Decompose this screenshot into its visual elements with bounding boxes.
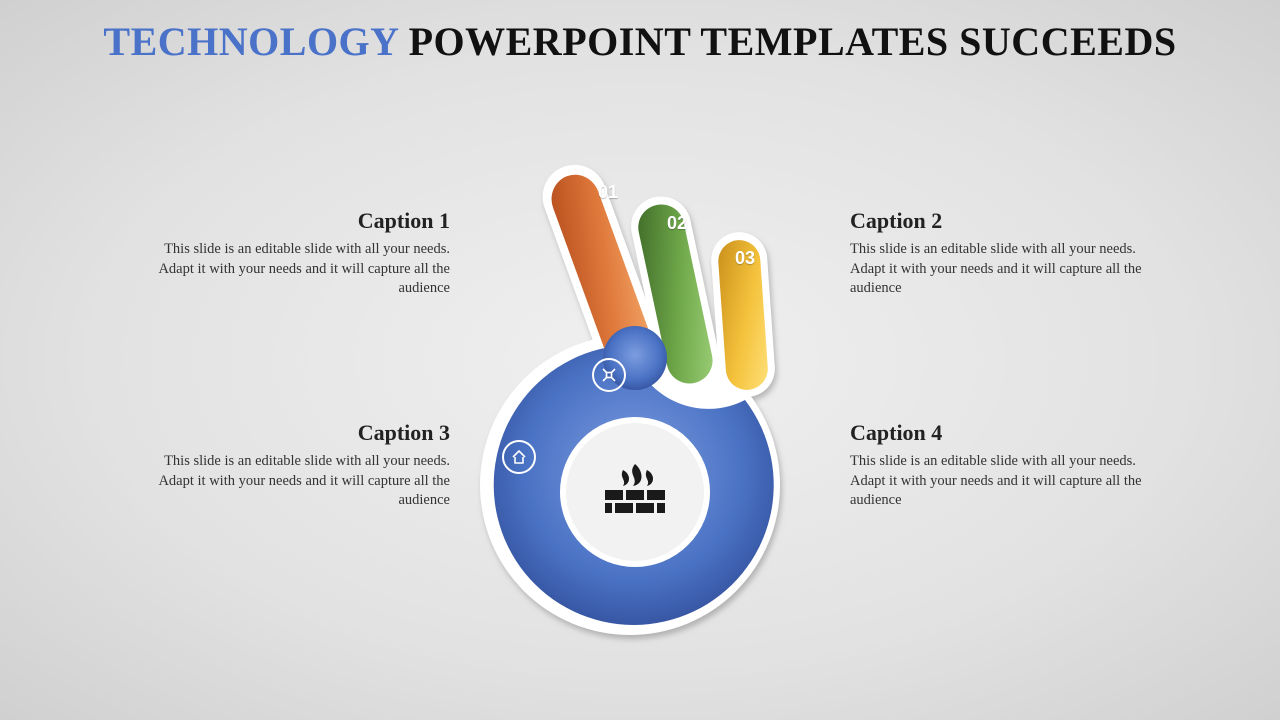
expand-icon: [592, 358, 626, 392]
finger-number-1: 01: [598, 182, 618, 203]
caption-title: Caption 1: [130, 208, 450, 234]
ok-hand-svg: [440, 140, 840, 660]
caption-block-3: Caption 3 This slide is an editable slid…: [130, 420, 450, 511]
caption-body: This slide is an editable slide with all…: [130, 240, 450, 299]
slide-title: TECHNOLOGY POWERPOINT TEMPLATES SUCCEEDS: [0, 18, 1280, 65]
caption-block-1: Caption 1 This slide is an editable slid…: [130, 208, 450, 299]
caption-block-2: Caption 2 This slide is an editable slid…: [850, 208, 1170, 299]
caption-title: Caption 2: [850, 208, 1170, 234]
caption-title: Caption 4: [850, 420, 1170, 446]
finger-number-2: 02: [667, 213, 687, 234]
caption-title: Caption 3: [130, 420, 450, 446]
caption-body: This slide is an editable slide with all…: [850, 240, 1170, 299]
home-icon: [502, 440, 536, 474]
finger-number-3: 03: [735, 248, 755, 269]
caption-block-4: Caption 4 This slide is an editable slid…: [850, 420, 1170, 511]
title-rest: POWERPOINT TEMPLATES SUCCEEDS: [398, 19, 1177, 64]
ok-hand-diagram: 01 02 03: [440, 140, 840, 640]
caption-body: This slide is an editable slide with all…: [850, 452, 1170, 511]
title-accent: TECHNOLOGY: [103, 19, 398, 64]
caption-body: This slide is an editable slide with all…: [130, 452, 450, 511]
